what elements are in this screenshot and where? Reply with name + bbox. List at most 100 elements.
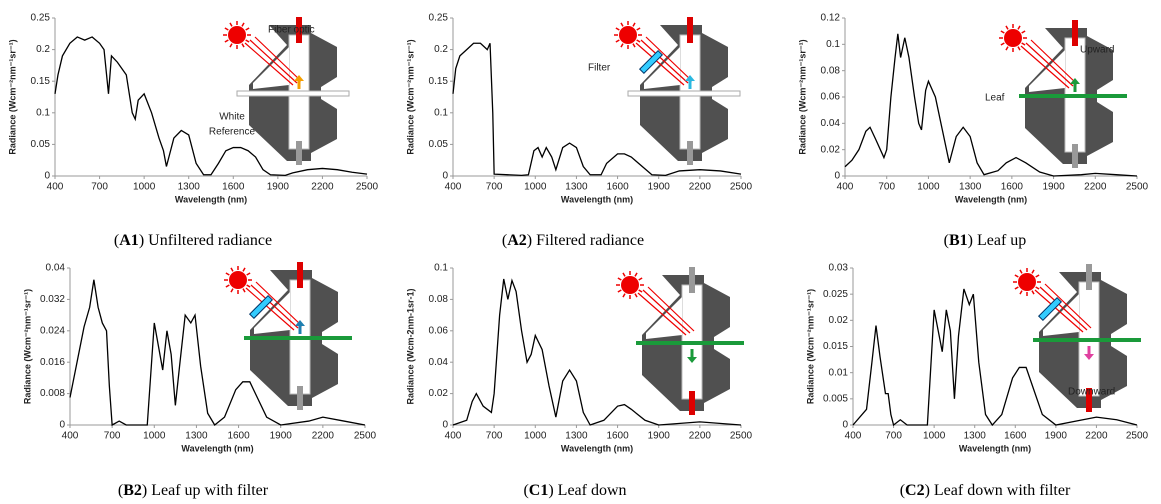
- sensor-bottom: [689, 391, 695, 415]
- sun-ray: [225, 272, 230, 276]
- caption-part: B1: [949, 232, 968, 249]
- y-tick-label: 0: [44, 171, 50, 182]
- sensor-bottom: [297, 386, 303, 410]
- y-tick-label: 0.1: [434, 107, 448, 118]
- x-tick-label: 1600: [1001, 182, 1024, 193]
- setup-diagram: Upward Leaf: [985, 20, 1127, 168]
- sun-ray: [1014, 286, 1019, 290]
- x-tick-label: 1600: [606, 182, 629, 193]
- sun-ray: [230, 267, 234, 272]
- x-tick-label: 1000: [524, 431, 547, 442]
- spectrum-line: [69, 279, 366, 427]
- sun-ray: [620, 43, 624, 48]
- spectrum-line: [452, 278, 742, 426]
- y-tick-label: 0.12: [821, 13, 841, 24]
- light-ray: [1025, 42, 1074, 87]
- light-ray: [1039, 286, 1088, 331]
- caption: (A2) Filtered radiance: [502, 232, 644, 249]
- x-tick-label: 1900: [648, 182, 671, 193]
- leaf: [1019, 94, 1127, 98]
- x-tick-label: 2200: [689, 182, 712, 193]
- sun-ray: [242, 267, 246, 272]
- x-tick-label: 2500: [730, 431, 753, 442]
- y-tick-label: 0: [442, 420, 448, 431]
- arrow-head: [1070, 78, 1080, 84]
- x-tick-label: 2500: [730, 182, 753, 193]
- caption-part: C2: [905, 482, 925, 499]
- arrow-head: [295, 320, 305, 326]
- y-tick-label: 0.01: [829, 367, 849, 378]
- y-tick-label: 0: [442, 171, 448, 182]
- x-tick-label: 1300: [178, 182, 201, 193]
- x-tick-label: 2200: [312, 431, 335, 442]
- caption: (B2) Leaf up with filter: [118, 482, 269, 499]
- sun-ray: [1031, 290, 1035, 295]
- aperture: [646, 297, 682, 339]
- y-tick-label: 0.04: [821, 118, 841, 129]
- x-tick-label: 1900: [648, 431, 671, 442]
- light-ray: [647, 286, 695, 332]
- y-axis-title: Radiance (Wcm⁻²nm⁻¹sr⁻¹): [805, 289, 815, 404]
- light-ray: [255, 281, 303, 327]
- annotation: Reference: [209, 127, 256, 138]
- spectrum-line: [852, 288, 1138, 427]
- sun-ray: [1017, 46, 1021, 51]
- y-tick-label: 0.06: [429, 325, 449, 336]
- sensor-bottom: [687, 141, 693, 165]
- spectrum-line: [54, 36, 368, 177]
- y-axis-title: Radiance (Wcm⁻²nm⁻¹sr⁻¹): [7, 39, 17, 154]
- sun-ray: [246, 272, 251, 276]
- y-tick-label: 0.04: [46, 263, 66, 274]
- sensor-top: [689, 267, 695, 293]
- caption-part: ) Filtered radiance: [527, 232, 644, 249]
- sun-ray: [245, 27, 250, 31]
- sun-ray: [622, 272, 626, 277]
- x-tick-label: 1900: [267, 182, 290, 193]
- sun-ray: [1019, 269, 1023, 274]
- caption-part: ) Leaf up with filter: [142, 482, 269, 499]
- caption-part: A2: [507, 232, 527, 249]
- y-tick-label: 0.2: [36, 44, 50, 55]
- sun-ray: [1035, 286, 1040, 290]
- y-tick-label: 0.08: [821, 65, 841, 76]
- y-axis-title: Radiance (Wcm⁻²nm⁻¹sr⁻¹): [797, 39, 807, 154]
- leaf: [636, 341, 744, 345]
- y-tick-label: 0.25: [31, 13, 51, 24]
- sensor-bottom: [1072, 144, 1078, 168]
- sun-ray: [617, 277, 622, 281]
- arrow-head: [685, 75, 695, 81]
- sun-ray: [632, 43, 636, 48]
- y-tick-label: 0.05: [429, 139, 449, 150]
- x-tick-label: 1000: [143, 431, 166, 442]
- light-ray: [254, 36, 302, 82]
- caption: (A1) Unfiltered radiance: [114, 232, 272, 249]
- sun-ray: [1005, 25, 1009, 30]
- sun-ray: [1021, 30, 1026, 34]
- y-tick-label: 0.15: [429, 76, 449, 87]
- x-tick-label: 1000: [923, 431, 946, 442]
- x-tick-label: 1900: [270, 431, 293, 442]
- sun-ray: [1031, 269, 1035, 274]
- sun-ray: [1017, 25, 1021, 30]
- light-ray: [637, 292, 687, 336]
- sun-ray: [224, 39, 229, 43]
- y-tick-label: 0.03: [829, 263, 849, 274]
- setup-diagram: [616, 267, 744, 415]
- light-ray: [245, 287, 295, 331]
- sensor-top: [1072, 20, 1078, 46]
- y-axis-title: Radiance (Wcm⁻²nm⁻¹sr⁻¹): [405, 39, 415, 154]
- y-axis-title: Radiance (Wcm⁻²nm⁻¹sr⁻¹): [22, 289, 32, 404]
- annotation: Fiber optic: [268, 25, 315, 36]
- caption-part: (: [523, 482, 528, 499]
- setup-diagram: Fiber optic White Reference: [209, 17, 350, 165]
- sun-ray: [225, 284, 230, 288]
- sensor-bottom: [296, 141, 302, 165]
- x-axis-title: Wavelength (nm): [955, 194, 1027, 204]
- light-ray: [1034, 289, 1084, 333]
- x-tick-label: 2500: [1126, 431, 1149, 442]
- caption-part: C1: [529, 482, 549, 499]
- y-tick-label: 0.016: [40, 357, 65, 368]
- y-tick-label: 0.2: [434, 44, 448, 55]
- white-reference: [236, 90, 350, 97]
